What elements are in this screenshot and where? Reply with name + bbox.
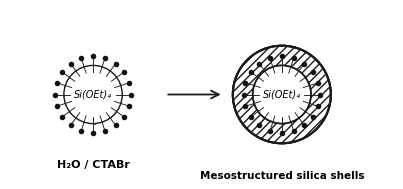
Text: H₂O / CTABr: H₂O / CTABr [57, 160, 129, 170]
Text: Si(OEt)₄: Si(OEt)₄ [74, 90, 112, 99]
Text: Mesostructured silica shells: Mesostructured silica shells [199, 171, 364, 181]
Text: Si(OEt)₄: Si(OEt)₄ [263, 90, 301, 99]
Ellipse shape [253, 65, 311, 124]
Ellipse shape [233, 46, 331, 143]
Ellipse shape [233, 46, 331, 143]
